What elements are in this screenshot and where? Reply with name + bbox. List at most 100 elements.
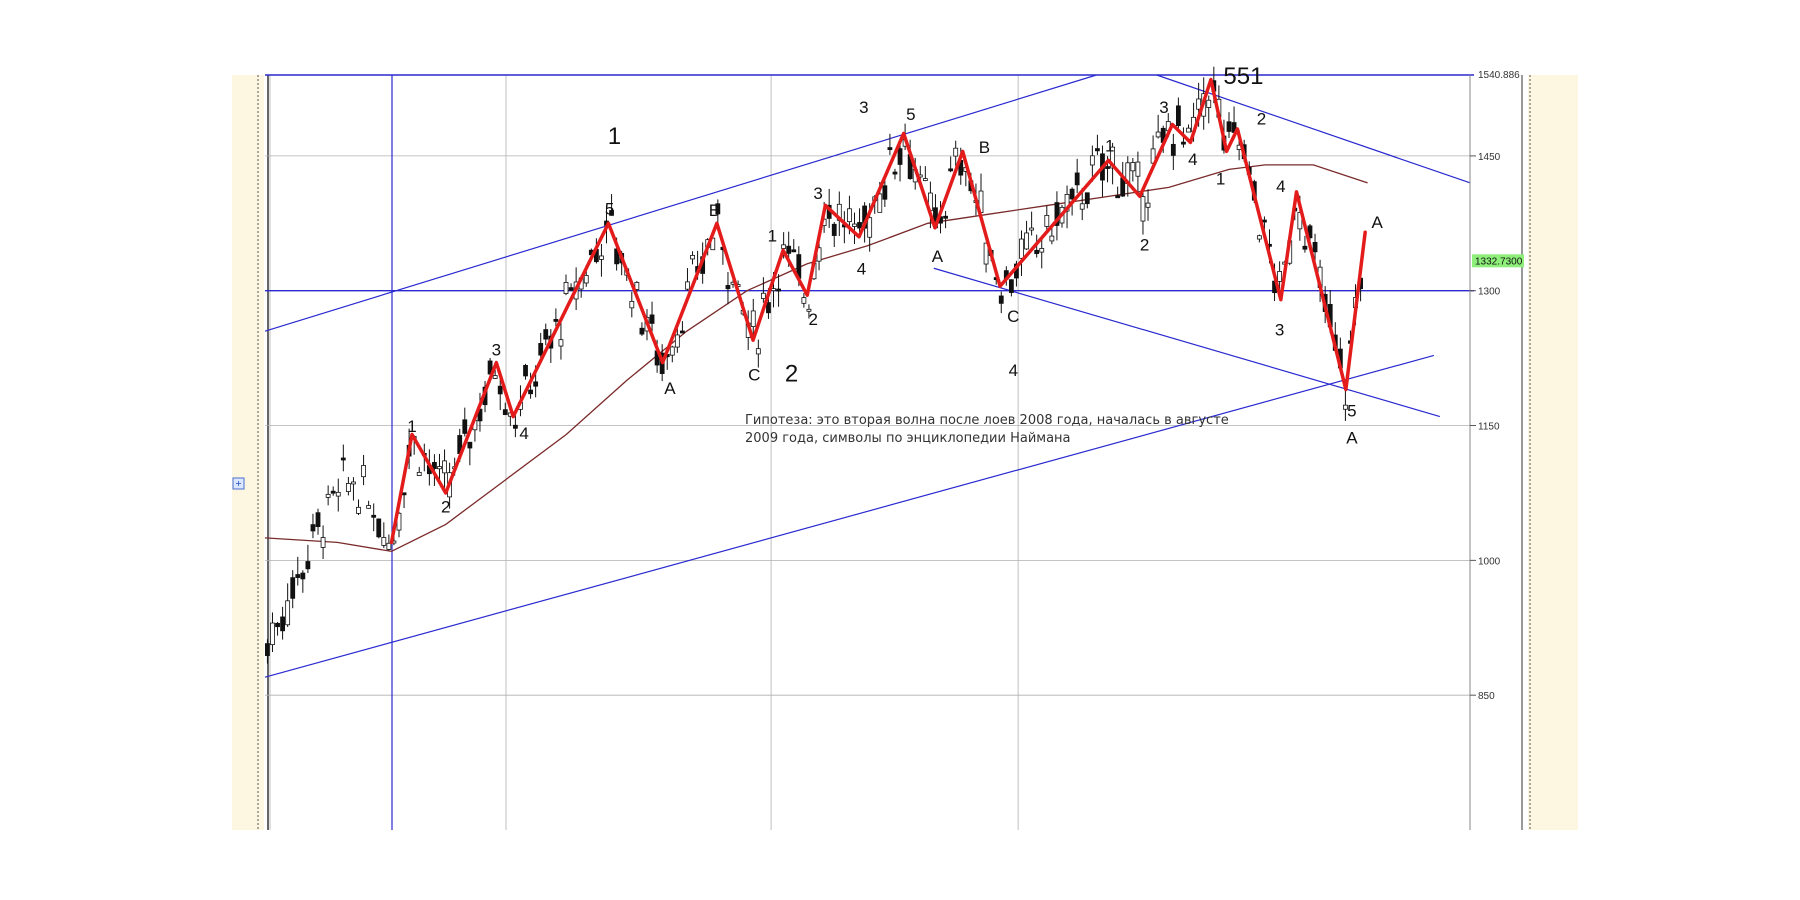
candle-body-100 xyxy=(771,288,776,292)
elliott-wave-path xyxy=(389,77,1367,545)
wave-label-9: B xyxy=(709,201,720,220)
candle-body-123 xyxy=(887,147,893,150)
right-frame-panel xyxy=(1528,75,1578,830)
wave-label-16: 5 xyxy=(906,105,915,124)
candle-body-173 xyxy=(1140,196,1146,222)
wave-label-28: 3 xyxy=(1275,321,1284,340)
candle-body-55 xyxy=(543,329,549,340)
candle-body-172 xyxy=(1135,161,1141,177)
candle-body-152 xyxy=(1034,249,1040,255)
candle-body-73 xyxy=(634,282,640,290)
candle-body-82 xyxy=(680,330,685,334)
candle-body-213 xyxy=(1343,404,1348,410)
candle-body-59 xyxy=(563,282,569,294)
candle-body-122 xyxy=(882,185,888,200)
candle-body-14 xyxy=(335,491,341,497)
candle-body-81 xyxy=(674,334,680,348)
wave-label-25: 1 xyxy=(1216,170,1225,189)
candle-body-125 xyxy=(897,148,903,165)
candle-body-153 xyxy=(1039,248,1045,253)
candle-body-119 xyxy=(867,217,873,238)
candle-body-66 xyxy=(599,255,604,260)
candle-body-19 xyxy=(361,465,366,478)
wave-label-4: 2 xyxy=(441,498,450,517)
candle-body-130 xyxy=(922,178,928,181)
candle-body-167 xyxy=(1110,146,1115,169)
wave-label-17: B xyxy=(979,138,990,157)
hypothesis-note-line-1: 2009 года, символы по энциклопедии Найма… xyxy=(745,431,1071,446)
candle-body-10 xyxy=(315,512,321,528)
candle-body-20 xyxy=(366,505,372,509)
hypothesis-note-line-0: Гипотеза: это вторая волна после лоев 20… xyxy=(745,413,1229,428)
current-price-tag xyxy=(1472,254,1524,268)
y-tick-label-1150: 1150 xyxy=(1478,422,1500,433)
candle-body-159 xyxy=(1069,188,1075,200)
candle-body-96 xyxy=(750,310,756,327)
candle-body-63 xyxy=(583,275,589,284)
candle-body-200 xyxy=(1277,271,1283,282)
candle-body-34 xyxy=(437,466,442,470)
candle-body-91 xyxy=(725,285,731,290)
candle-body-103 xyxy=(786,245,792,254)
plot-area xyxy=(264,75,1470,830)
candle-body-18 xyxy=(356,506,361,514)
candle-body-51 xyxy=(523,364,528,377)
candle-body-197 xyxy=(1262,219,1267,223)
candle-body-107 xyxy=(806,308,812,312)
candle-body-58 xyxy=(558,339,564,347)
candle-body-39 xyxy=(462,419,468,434)
candle-body-179 xyxy=(1170,143,1176,156)
wave-label-23: 3 xyxy=(1159,98,1168,117)
left-frame-panel xyxy=(232,75,264,830)
wave-label-19: C xyxy=(1007,307,1019,326)
candle-body-168 xyxy=(1115,195,1121,199)
candle-body-6 xyxy=(295,574,301,578)
candle-body-135 xyxy=(948,168,954,172)
candle-body-180 xyxy=(1175,105,1181,127)
wave-label-26: 2 xyxy=(1257,109,1266,128)
candle-body-156 xyxy=(1054,202,1060,226)
candle-body-182 xyxy=(1186,127,1191,133)
wave-label-20: 4 xyxy=(1009,361,1018,380)
candle-body-24 xyxy=(386,542,392,550)
y-tick-label-1450: 1450 xyxy=(1478,152,1501,163)
candle-body-155 xyxy=(1049,235,1055,242)
wave-label-27: 4 xyxy=(1276,177,1285,196)
candle-body-57 xyxy=(553,318,559,322)
wave-label-7: 5 xyxy=(605,199,614,218)
wave-label-30: A xyxy=(1346,429,1358,448)
candle-body-106 xyxy=(801,297,807,304)
wave-label-15: 3 xyxy=(859,98,868,117)
candle-body-184 xyxy=(1196,98,1202,110)
candle-body-163 xyxy=(1089,155,1095,166)
candle-body-166 xyxy=(1105,166,1110,169)
candle-body-60 xyxy=(568,287,574,291)
wave-label-5: 3 xyxy=(492,340,501,359)
candle-body-49 xyxy=(512,424,518,429)
candle-body-117 xyxy=(857,222,862,229)
candle-body-176 xyxy=(1155,131,1161,138)
candle-body-121 xyxy=(877,193,883,213)
candle-body-7 xyxy=(300,572,306,580)
candle-body-97 xyxy=(755,348,761,355)
candle-body-116 xyxy=(852,223,857,227)
candle-body-136 xyxy=(953,147,959,157)
wave-label-13: 3 xyxy=(813,184,822,203)
candle-body-47 xyxy=(502,409,508,415)
candle-body-181 xyxy=(1181,141,1186,145)
candle-body-142 xyxy=(983,242,989,265)
candle-body-112 xyxy=(831,223,837,236)
wave-label-0: 1 xyxy=(608,123,621,150)
candle-body-11 xyxy=(320,537,326,548)
trendline-3 xyxy=(933,267,1441,418)
candle-body-33 xyxy=(432,462,437,469)
candle-body-196 xyxy=(1256,235,1262,240)
candle-body-1 xyxy=(270,622,275,646)
wave-label-29: 5 xyxy=(1347,402,1356,421)
candle-body-164 xyxy=(1095,148,1100,152)
candle-body-8 xyxy=(305,561,311,570)
candle-body-150 xyxy=(1024,232,1029,250)
wave-label-12: 2 xyxy=(809,310,818,329)
trendline-2 xyxy=(1156,74,1471,184)
wave-label-21: 1 xyxy=(1105,136,1114,155)
